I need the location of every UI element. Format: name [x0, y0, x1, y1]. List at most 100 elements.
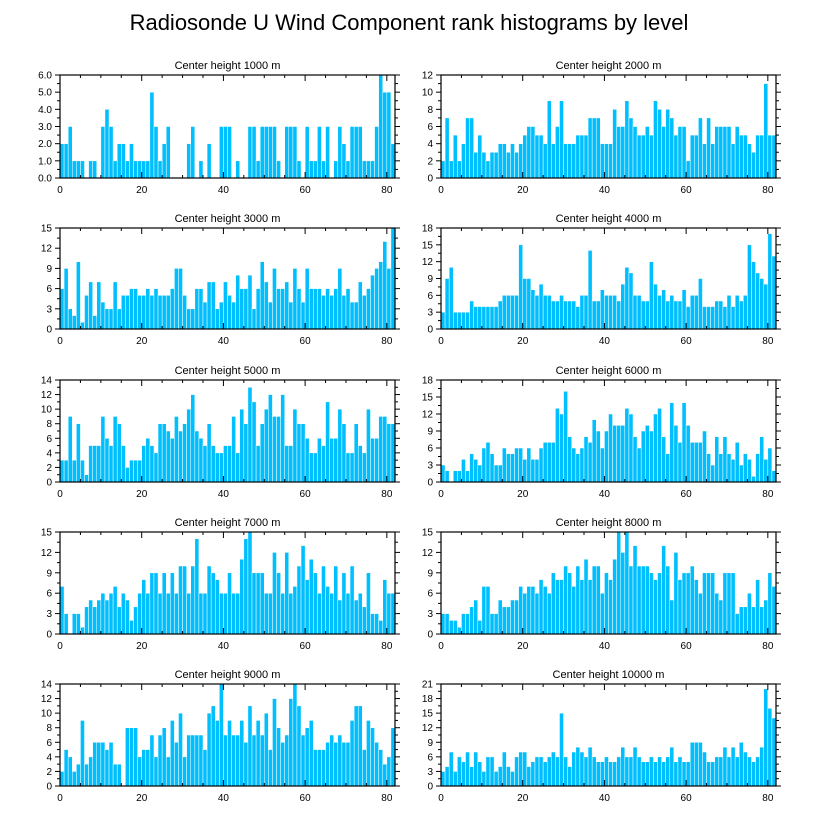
histogram-panel: Center height 5000 m 0 20 40 60 80 0 2 4 6 8 10 12 14 — [41, 365, 400, 500]
histogram-bar — [235, 734, 241, 787]
histogram-bar — [567, 143, 572, 179]
histogram-bar — [591, 419, 597, 483]
histogram-bar — [239, 558, 245, 635]
histogram-bar — [653, 761, 658, 787]
histogram-bar — [321, 295, 326, 330]
histogram-bar — [88, 756, 93, 787]
histogram-bar — [341, 423, 347, 483]
panel-title: Center height 7000 m — [175, 517, 281, 529]
histogram-bar — [685, 425, 691, 483]
histogram-bar — [174, 268, 179, 330]
histogram-bar — [141, 445, 147, 483]
histogram-bar — [559, 413, 564, 483]
y-tick-label: 15 — [41, 224, 53, 235]
x-tick-label: 0 — [438, 185, 444, 196]
histogram-bar — [551, 442, 556, 483]
histogram-bar — [202, 445, 208, 483]
histogram-bar — [317, 749, 322, 787]
histogram-bar — [604, 143, 609, 179]
histogram-bar — [575, 134, 581, 179]
histogram-bar — [743, 606, 748, 635]
histogram-bar — [600, 143, 605, 179]
histogram-bar — [345, 592, 351, 635]
histogram-panel: Center height 1000 m 0 20 40 60 80 0.0 1.0 2.0 3.… — [38, 60, 400, 196]
y-tick-label: 4 — [46, 448, 52, 459]
histogram-bar — [280, 394, 285, 483]
histogram-bar — [243, 423, 249, 483]
panel-title: Center height 1000 m — [175, 60, 281, 72]
y-tick-label: 3 — [46, 609, 52, 620]
histogram-bar — [669, 746, 675, 787]
y-tick-label: 2 — [46, 463, 52, 474]
histogram-bar — [465, 311, 470, 330]
x-tick-label: 40 — [218, 641, 230, 652]
histogram-bar — [530, 586, 536, 635]
histogram-bar — [469, 766, 474, 787]
histogram-bar — [125, 727, 130, 787]
histogram-bar — [223, 734, 228, 787]
x-tick-label: 60 — [681, 641, 693, 652]
histogram-bar — [378, 74, 383, 179]
y-tick-label: 6 — [427, 122, 433, 133]
histogram-bar — [645, 425, 650, 483]
histogram-panel: Center height 6000 m 0 20 40 60 80 0 3 6 9 12 15 18 — [422, 365, 781, 500]
histogram-bar — [63, 459, 69, 483]
histogram-bar — [587, 117, 593, 179]
histogram-bar — [145, 592, 151, 635]
y-tick-label: 8 — [427, 105, 433, 116]
histogram-bar — [538, 447, 544, 483]
histogram-bar — [182, 295, 187, 330]
histogram-bar — [276, 572, 281, 635]
histogram-bar — [546, 592, 552, 635]
histogram-bar — [518, 244, 523, 330]
histogram-bar — [718, 126, 724, 179]
histogram-bar — [333, 160, 339, 179]
x-tick-label: 40 — [599, 185, 611, 196]
y-tick-label: 12 — [41, 244, 53, 255]
histogram-bar — [280, 288, 285, 330]
histogram-bar — [649, 261, 654, 330]
histogram-bar — [108, 308, 114, 330]
y-tick-label: 6 — [46, 284, 52, 295]
histogram-bar — [374, 438, 379, 483]
histogram-bar — [473, 152, 479, 179]
histogram-bar — [153, 452, 159, 483]
histogram-bar — [288, 445, 294, 483]
histogram-bar — [235, 592, 241, 635]
histogram-bar — [640, 565, 646, 635]
histogram-bar — [264, 408, 269, 483]
histogram-bar — [657, 756, 662, 787]
histogram-bar — [345, 288, 351, 330]
histogram-bar — [292, 586, 298, 635]
histogram-bar — [767, 708, 773, 787]
histogram-bar — [628, 756, 634, 787]
histogram-bar — [722, 572, 728, 635]
histogram-bar — [444, 766, 450, 787]
histogram-bar — [718, 599, 724, 635]
histogram-bar — [104, 749, 110, 787]
histogram-bar — [219, 452, 224, 483]
histogram-bar — [264, 592, 269, 635]
histogram-bar — [653, 413, 658, 483]
histogram-bar — [706, 572, 711, 635]
histogram-bar — [255, 572, 261, 635]
histogram-bar — [210, 281, 216, 330]
histogram-bar — [469, 453, 474, 483]
y-tick-label: 18 — [422, 224, 434, 235]
y-tick-label: 3 — [427, 609, 433, 620]
x-tick-label: 80 — [762, 336, 774, 347]
histogram-bar — [681, 402, 687, 483]
histogram-bar — [587, 250, 593, 330]
panel-title: Center height 5000 m — [175, 365, 281, 377]
histogram-bar — [104, 109, 110, 179]
histogram-bar — [366, 160, 371, 179]
x-tick-label: 0 — [57, 185, 63, 196]
histogram-bar — [624, 100, 630, 179]
histogram-bar — [76, 763, 81, 787]
histogram-bar — [304, 126, 310, 179]
x-tick-label: 60 — [681, 185, 693, 196]
histogram-bar — [616, 531, 622, 635]
histogram-bar — [738, 134, 744, 179]
histogram-bar — [555, 300, 560, 330]
histogram-bar — [530, 126, 536, 179]
